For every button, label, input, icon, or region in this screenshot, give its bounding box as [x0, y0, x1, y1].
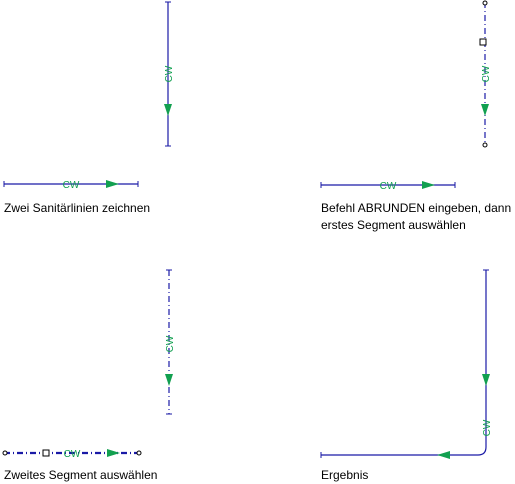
caption-panel-3: Zweites Segment auswählen [4, 468, 158, 482]
pipe-label: CW [380, 181, 397, 192]
caption-panel-2: Befehl ABRUNDEN eingeben, dann erstes Se… [321, 201, 512, 232]
flow-arrow [482, 374, 490, 386]
horizontal-pipe-2: CW [320, 181, 456, 192]
caption-panel-1: Zwei Sanitärlinien zeichnen [4, 201, 151, 215]
pipe-label: CW [64, 449, 81, 460]
vertical-pipe-selected: CW [479, 0, 492, 148]
pipe-label: CW [63, 180, 80, 191]
panel-4-result: CW [320, 269, 493, 459]
pipe-label: CW [165, 335, 176, 352]
pipe-label: CW [481, 65, 492, 82]
horizontal-pipe-1: CW [3, 180, 139, 191]
caption-panel-4: Ergebnis [321, 468, 369, 482]
filleted-pipe [321, 270, 487, 456]
panel-3-lines: CW CW [2, 269, 176, 460]
pipe-label: CW [164, 65, 175, 82]
vertical-pipe-3: CW [165, 269, 176, 415]
flow-arrow [164, 104, 172, 116]
flow-arrow [106, 180, 119, 188]
selection-grip [479, 38, 487, 46]
vertical-pipe-1: CW [164, 1, 175, 147]
horizontal-pipe-selected: CW [2, 449, 142, 460]
flow-arrow [107, 449, 120, 457]
panel-1-lines: CW CW [3, 1, 175, 191]
flow-arrow [481, 104, 489, 116]
pipe-label: CW [482, 419, 493, 436]
panel-2-lines: CW CW [320, 0, 492, 192]
flow-arrow [437, 451, 450, 459]
flow-arrow [165, 374, 173, 386]
selection-grip [42, 449, 50, 457]
flow-arrow [422, 181, 435, 189]
